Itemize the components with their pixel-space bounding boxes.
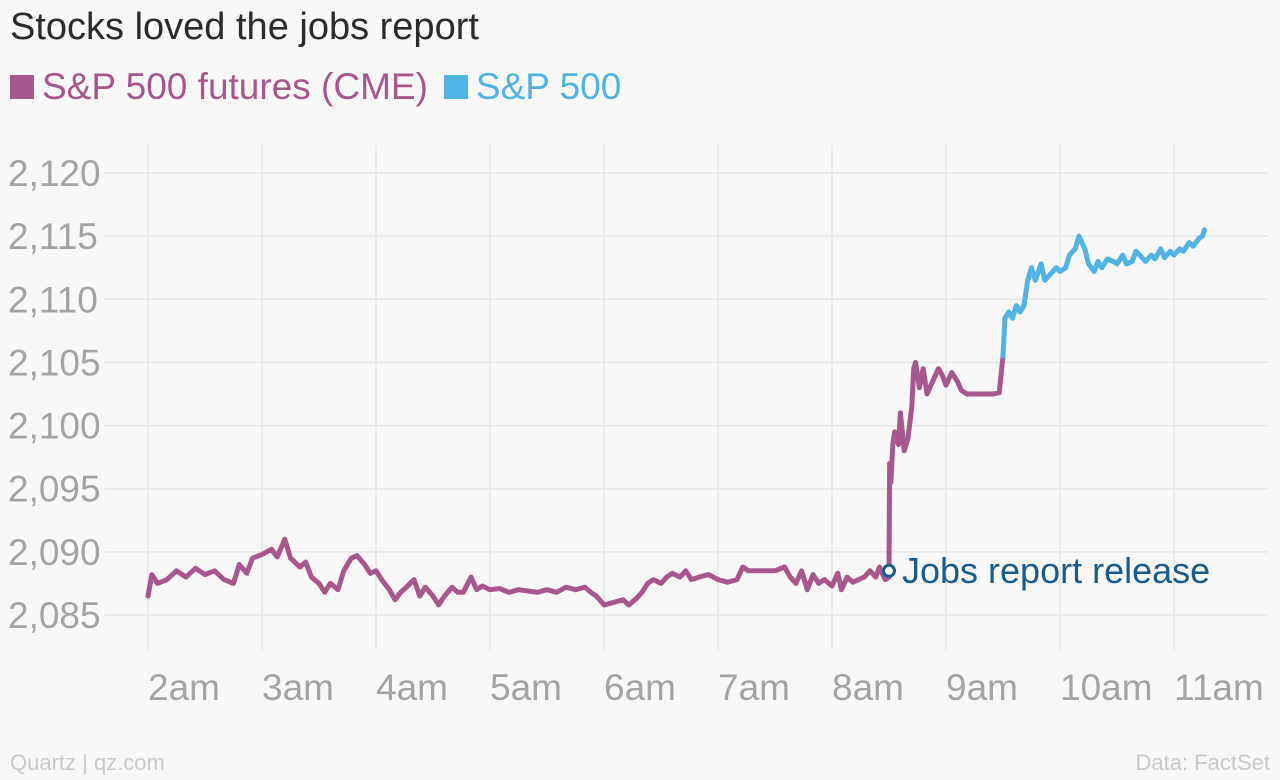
legend-item-futures: S&P 500 futures (CME) xyxy=(10,66,428,108)
x-tick-label: 7am xyxy=(718,667,790,708)
x-tick-label: 6am xyxy=(604,667,676,708)
legend-label-futures: S&P 500 futures (CME) xyxy=(42,66,428,107)
legend-label-sp500: S&P 500 xyxy=(475,66,622,107)
footer-source-right: Data: FactSet xyxy=(1135,750,1270,775)
y-tick-label: 2,110 xyxy=(8,279,98,320)
legend-swatch-sp500 xyxy=(443,75,468,99)
y-tick-label: 2,090 xyxy=(8,532,101,573)
legend-item-sp500: S&P 500 xyxy=(443,66,622,108)
x-tick-label: 8am xyxy=(832,667,904,708)
x-tick-label: 4am xyxy=(376,667,448,708)
series-line-futures xyxy=(145,353,1006,608)
x-tick-label: 11am xyxy=(1174,667,1264,708)
footer-source-left: Quartz | qz.com xyxy=(10,750,165,775)
legend-swatch-futures xyxy=(10,75,34,99)
x-tick-label: 9am xyxy=(946,667,1018,708)
y-tick-label: 2,100 xyxy=(8,406,101,447)
y-tick-label: 2,120 xyxy=(8,153,101,194)
x-tick-label: 2am xyxy=(148,667,220,708)
y-tick-label: 2,115 xyxy=(8,216,98,257)
chart-title: Stocks loved the jobs report xyxy=(10,6,479,48)
legend: S&P 500 futures (CME) S&P 500 xyxy=(10,66,637,108)
x-tick-label: 5am xyxy=(490,667,562,708)
y-tick-label: 2,095 xyxy=(8,469,101,510)
annotation-label: Jobs report release xyxy=(902,550,1210,591)
series-line-sp500 xyxy=(1000,227,1207,359)
y-tick-label: 2,105 xyxy=(8,342,101,383)
annotation-marker xyxy=(882,563,896,578)
y-tick-label: 2,085 xyxy=(8,595,101,636)
x-tick-label: 3am xyxy=(262,667,334,708)
x-tick-label: 10am xyxy=(1060,667,1153,708)
